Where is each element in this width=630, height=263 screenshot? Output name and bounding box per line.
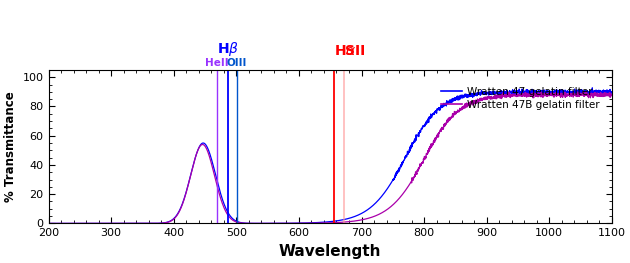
Wratten 47B gelatin filter [261,222,268,225]
Y-axis label: % Transmittance: % Transmittance [4,91,17,202]
Text: H$\alpha$: H$\alpha$ [334,44,357,58]
Wratten 47B gelatin filter [45,222,52,225]
Wratten 47B gelatin filter [608,94,616,97]
Wratten 47B gelatin filter [536,94,544,97]
Wratten 47 gelatin filter [608,90,616,94]
Wratten 47 gelatin filter [261,222,268,225]
Line: Wratten 47B gelatin filter: Wratten 47B gelatin filter [49,92,612,223]
Wratten 47 gelatin filter [588,86,596,89]
Wratten 47B gelatin filter [597,95,605,98]
Wratten 47 gelatin filter [536,90,544,93]
Wratten 47 gelatin filter [285,222,293,225]
Wratten 47B gelatin filter [142,222,150,225]
Wratten 47B gelatin filter [285,222,293,225]
Legend: Wratten 47 gelatin filter, Wratten 47B gelatin filter: Wratten 47 gelatin filter, Wratten 47B g… [437,83,604,114]
Text: SII: SII [345,44,365,58]
Wratten 47B gelatin filter [582,90,590,93]
Wratten 47 gelatin filter [109,222,117,225]
Wratten 47B gelatin filter [109,222,117,225]
Text: OIII: OIII [227,58,247,68]
Text: H$\beta$: H$\beta$ [217,40,239,58]
X-axis label: Wavelength: Wavelength [279,244,381,259]
Wratten 47 gelatin filter [597,91,605,94]
Wratten 47 gelatin filter [142,222,150,225]
Line: Wratten 47 gelatin filter: Wratten 47 gelatin filter [49,88,612,223]
Text: HeII: HeII [205,58,229,68]
Wratten 47 gelatin filter [45,222,52,225]
